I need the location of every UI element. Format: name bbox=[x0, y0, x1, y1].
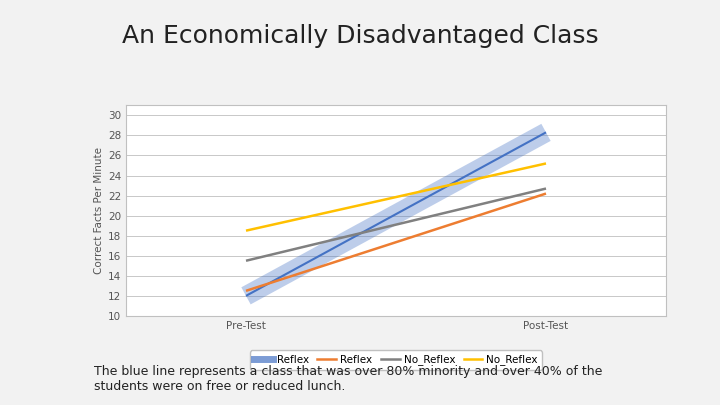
Y-axis label: Correct Facts Per Minute: Correct Facts Per Minute bbox=[94, 147, 104, 274]
Legend: Reflex, Reflex, No_Reflex, No_Reflex: Reflex, Reflex, No_Reflex, No_Reflex bbox=[250, 350, 542, 370]
Text: The blue line represents a class that was over 80% minority and over 40% of the
: The blue line represents a class that wa… bbox=[94, 364, 602, 392]
Text: An Economically Disadvantaged Class: An Economically Disadvantaged Class bbox=[122, 24, 598, 48]
